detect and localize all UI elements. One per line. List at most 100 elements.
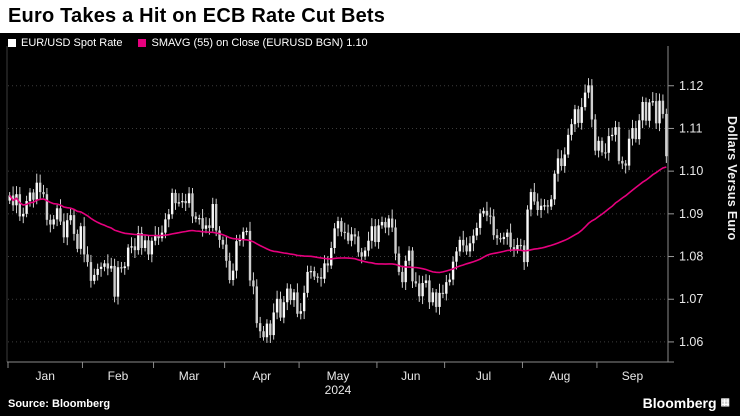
candle-body <box>72 215 76 234</box>
candle-body <box>103 263 106 267</box>
candle-body <box>167 214 170 220</box>
candle-body <box>96 268 99 275</box>
candle-body <box>590 85 594 120</box>
candle-body <box>357 236 360 253</box>
candle-body <box>414 281 418 284</box>
candle-body <box>59 208 62 222</box>
candle-body <box>218 230 221 240</box>
candle-body <box>658 100 661 124</box>
candle-body <box>353 234 357 237</box>
y-axis-tick-label: 1.06 <box>679 335 703 349</box>
candle-body <box>22 213 25 217</box>
candle-body <box>106 263 110 269</box>
candle-body <box>82 226 86 255</box>
candle-body <box>113 265 116 297</box>
candle-body <box>455 251 458 262</box>
candle-body <box>621 160 624 164</box>
candle-body <box>313 271 316 277</box>
candle-body <box>404 260 407 283</box>
candle-body <box>110 265 113 269</box>
candle-body <box>624 163 627 166</box>
smavg-line <box>9 166 667 274</box>
header: Euro Takes a Hit on ECB Rate Cut Bets <box>0 0 740 33</box>
x-axis-month-label: Mar <box>179 369 200 383</box>
candle-body <box>99 266 103 269</box>
source-attribution: Source: Bloomberg <box>8 398 111 410</box>
candle-body <box>208 225 211 228</box>
candle-body <box>130 246 133 248</box>
candle-body <box>387 218 390 228</box>
candle-body <box>309 271 313 273</box>
legend-label-smavg: SMAVG (55) on Close (EURUSD BGN) 1.10 <box>151 37 368 49</box>
candle-body <box>45 194 49 220</box>
candle-body <box>370 226 374 241</box>
candle-body <box>529 192 533 210</box>
candle-body <box>583 92 587 108</box>
candle-body <box>580 107 583 123</box>
candle-body <box>367 240 370 251</box>
candle-body <box>384 221 387 228</box>
x-axis-month-label: Jul <box>476 369 491 383</box>
candle-body <box>631 128 634 139</box>
candle-body <box>211 204 214 228</box>
candle-body <box>191 193 194 217</box>
legend-item-smavg: SMAVG (55) on Close (EURUSD BGN) 1.10 <box>138 37 368 49</box>
candle-body <box>194 216 198 219</box>
bloomberg-logo: Bloomberg ▦ <box>643 395 730 411</box>
candle-body <box>299 311 302 314</box>
candle-body <box>604 152 607 154</box>
right-axis-title: Dollars Versus Euro <box>725 116 739 241</box>
candle-body <box>15 194 18 206</box>
candle-body <box>499 238 502 240</box>
candle-body <box>93 274 96 281</box>
candle-body <box>306 271 309 293</box>
x-axis-month-label: Jan <box>36 369 55 383</box>
candle-body <box>137 233 140 251</box>
candle-body <box>147 240 150 255</box>
candle-body <box>394 227 397 254</box>
candle-body <box>343 231 346 233</box>
candle-body <box>519 245 522 247</box>
candle-body <box>326 263 330 266</box>
y-axis-tick-label: 1.12 <box>679 79 703 93</box>
candle-body <box>201 218 204 229</box>
candle-body <box>539 205 543 210</box>
candle-body <box>55 208 59 220</box>
candle-body <box>302 292 306 312</box>
candle-body <box>644 101 648 121</box>
candle-body <box>665 113 668 157</box>
legend-item-spot-rate: EUR/USD Spot Rate <box>8 37 122 49</box>
candle-body <box>248 230 252 281</box>
bloomberg-logo-icon: ▦ <box>720 397 730 408</box>
candle-body <box>187 193 191 204</box>
candle-body <box>478 213 482 228</box>
candle-body <box>242 231 245 240</box>
candle-body <box>79 226 82 249</box>
candle-body <box>164 219 167 233</box>
candle-body <box>133 246 137 251</box>
candle-body <box>546 205 550 207</box>
price-chart: 1.06 1.07 1.08 1.09 1.10 1.11 1.12 Jan Feb Mar Apr… <box>6 46 703 397</box>
candle-body <box>35 182 38 200</box>
candle-body <box>597 140 600 151</box>
candle-body <box>252 280 255 287</box>
candle-body <box>627 138 631 166</box>
candle-body <box>126 247 130 267</box>
candle-body <box>333 228 336 248</box>
candle-body <box>407 250 411 261</box>
candle-body <box>550 199 553 207</box>
x-axis-month-label: Aug <box>549 369 570 383</box>
candle-body <box>262 331 265 338</box>
candle-body <box>8 195 11 201</box>
candle-body <box>76 233 79 249</box>
candle-body <box>570 124 573 135</box>
candle-body <box>377 225 380 243</box>
candle-body <box>28 192 32 202</box>
candle-body <box>441 292 445 295</box>
candle-body <box>323 263 326 279</box>
candle-body <box>607 136 610 153</box>
candle-body <box>533 192 536 202</box>
candle-body <box>522 245 526 263</box>
bloomberg-logo-text: Bloomberg <box>642 395 717 411</box>
candle-body <box>563 154 566 167</box>
